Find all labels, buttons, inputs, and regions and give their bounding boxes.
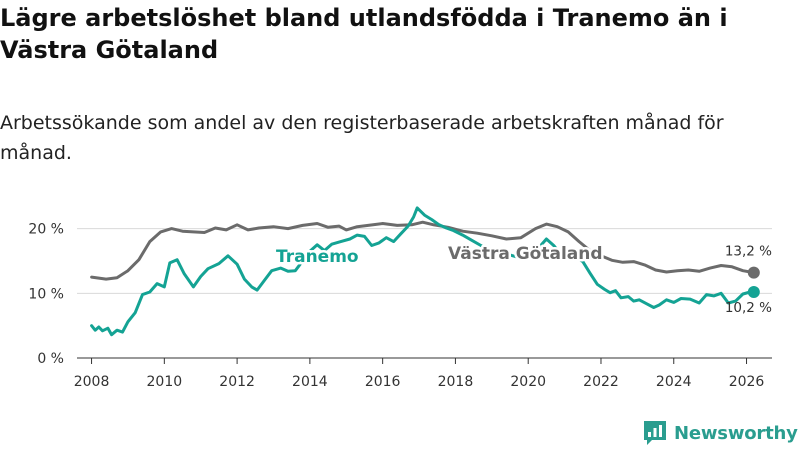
series-lines [90, 206, 760, 337]
x-tick-label: 2022 [583, 374, 619, 390]
series-labels: Västra Götaland Tranemo 13,2 % 10,2 % [274, 242, 773, 317]
series-line-vastra-gotaland [90, 220, 756, 281]
chart-title: Lägre arbetslöshet bland utlandsfödda i … [0, 4, 728, 64]
end-marker-vastra-gotaland [747, 266, 760, 279]
series-line-tranemo [90, 206, 756, 337]
chart-subtitle: Arbetssökande som andel av den registerb… [0, 112, 724, 164]
y-tick-label: 20 % [28, 222, 64, 238]
newsworthy-logo-icon [644, 421, 666, 445]
series-label-tranemo: Tranemo [276, 247, 359, 267]
x-tick-label: 2008 [74, 374, 110, 390]
end-marker-tranemo [747, 286, 760, 299]
x-axis: 2008 2010 2012 2014 2016 2018 2020 2022 2024 2026 [74, 357, 772, 390]
x-tick-label: 2026 [729, 374, 765, 390]
x-tick-label: 2020 [510, 374, 546, 390]
end-value-label-vastra-gotaland: 13,2 % [725, 244, 772, 260]
y-tick-label: 10 % [28, 286, 64, 302]
end-value-label-tranemo: 10,2 % [725, 300, 772, 316]
gridlines: 0 % 10 % 20 % [28, 222, 772, 367]
x-tick-label: 2012 [219, 374, 255, 390]
brand-name: Newsworthy [674, 422, 798, 444]
x-tick-label: 2018 [438, 374, 474, 390]
brand-logo: Newsworthy [644, 419, 798, 447]
series-label-vastra-gotaland: Västra Götaland [448, 244, 603, 264]
x-tick-label: 2010 [147, 374, 183, 390]
y-tick-label: 0 % [37, 351, 64, 367]
x-tick-label: 2014 [292, 374, 328, 390]
x-tick-label: 2016 [365, 374, 401, 390]
x-tick-label: 2024 [656, 374, 692, 390]
